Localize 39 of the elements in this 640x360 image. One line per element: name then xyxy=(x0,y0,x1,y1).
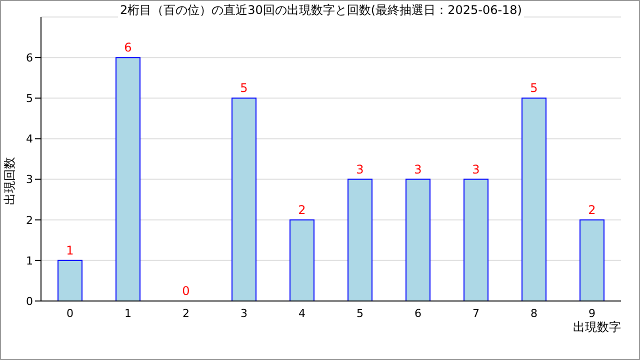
y-tick-label: 6 xyxy=(26,51,33,64)
data-label: 5 xyxy=(240,81,248,96)
x-tick-label: 0 xyxy=(66,306,74,320)
x-tick-label: 1 xyxy=(124,306,132,320)
y-tick-label: 1 xyxy=(26,254,33,268)
x-tick-label: 2 xyxy=(182,306,190,320)
data-label: 3 xyxy=(356,162,364,176)
bar xyxy=(348,178,372,301)
x-tick-label: 3 xyxy=(240,306,248,320)
data-label: 5 xyxy=(530,81,538,96)
x-tick-label: 5 xyxy=(356,306,364,320)
bar xyxy=(580,219,604,301)
bar xyxy=(58,260,82,301)
x-axis-title: 出現数字 xyxy=(573,319,621,336)
y-tick-label: 3 xyxy=(26,173,33,186)
data-label: 2 xyxy=(588,202,596,217)
bar xyxy=(116,57,140,301)
bar xyxy=(232,98,256,301)
y-axis-title: 出現回数 xyxy=(2,157,18,205)
x-tick-label: 8 xyxy=(530,306,538,320)
data-label: 2 xyxy=(298,202,306,217)
y-tick-label: 4 xyxy=(26,132,33,146)
x-tick-label: 6 xyxy=(414,306,422,320)
bar xyxy=(522,98,546,301)
chart-title: 2桁目（百の位）の直近30回の出現数字と回数(最終抽選日：2025-06-18) xyxy=(118,2,524,19)
data-label: 3 xyxy=(472,162,480,176)
x-tick-label: 7 xyxy=(472,306,480,320)
x-tick-label: 4 xyxy=(298,306,306,320)
y-tick-label: 0 xyxy=(26,294,33,308)
data-label: 6 xyxy=(124,40,132,55)
data-label: 1 xyxy=(66,243,74,258)
bar xyxy=(290,219,314,301)
bar xyxy=(406,178,430,301)
data-label: 0 xyxy=(182,284,190,298)
bar xyxy=(464,178,488,301)
y-tick-label: 5 xyxy=(26,92,33,106)
data-label: 3 xyxy=(414,162,422,176)
x-tick-label: 9 xyxy=(588,306,596,320)
y-tick-label: 2 xyxy=(26,214,33,227)
